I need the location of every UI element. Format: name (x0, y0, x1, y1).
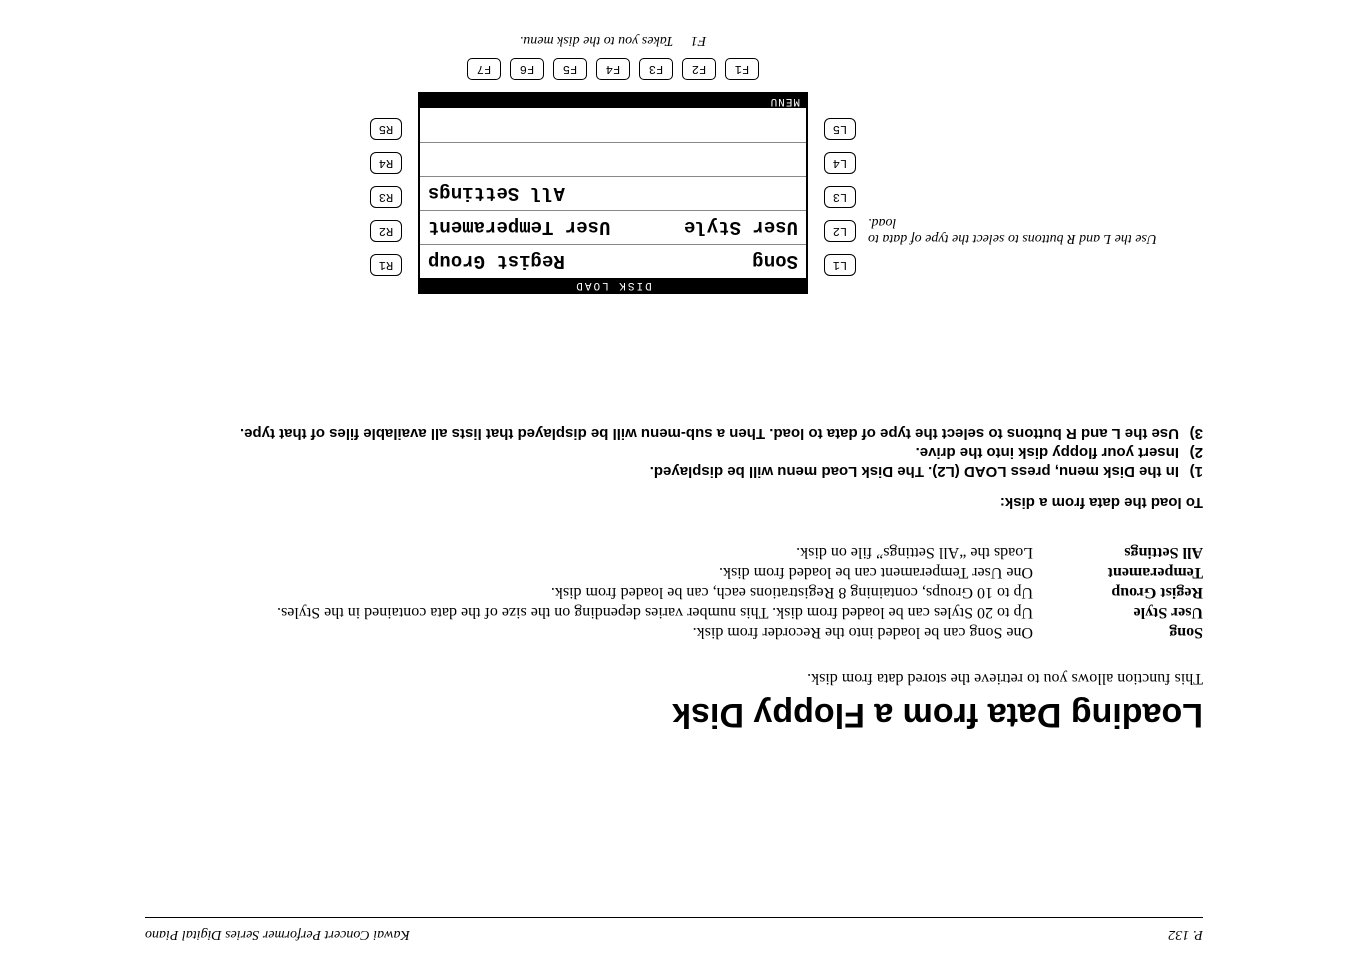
f2-button[interactable]: F2 (682, 58, 716, 80)
r3-button[interactable]: R3 (370, 186, 402, 208)
instruction-item: 3)Use the L and R buttons to select the … (145, 425, 1203, 442)
def-term: Regist Group (1033, 581, 1203, 601)
l2-button[interactable]: L2 (824, 220, 856, 242)
f-caption: F1 Takes you to the disk menu. (348, 32, 878, 48)
lcd-panel: DISK LOAD Song Regist Group User Style U… (418, 92, 808, 294)
f-caption-key: F1 (691, 33, 707, 48)
r4-button[interactable]: R4 (370, 152, 402, 174)
page-title: Loading Data from a Floppy Disk (145, 695, 1203, 734)
instruction-item: 2)Insert your floppy disk into the drive… (145, 444, 1203, 461)
f4-button[interactable]: F4 (596, 58, 630, 80)
f-caption-text: Takes you to the disk menu. (520, 33, 673, 48)
instruction-text: In the Disk menu, press LOAD (L2). The D… (650, 463, 1179, 480)
def-desc: Loads the “All Settings” file on disk. (277, 541, 1033, 561)
f1-button[interactable]: F1 (725, 58, 759, 80)
f3-button[interactable]: F3 (639, 58, 673, 80)
f6-button[interactable]: F6 (510, 58, 544, 80)
def-row: All Settings Loads the “All Settings” fi… (277, 541, 1203, 561)
l5-button[interactable]: L5 (824, 118, 856, 140)
instructions-heading: To load the data from a disk: (145, 494, 1203, 511)
r5-button[interactable]: R5 (370, 118, 402, 140)
def-desc: Up to 20 Styles can be loaded from disk.… (277, 601, 1033, 621)
l1-button[interactable]: L1 (824, 254, 856, 276)
lcd-right: Regist Group (428, 251, 565, 273)
lcd-footer: MENU (420, 94, 806, 108)
r1-button[interactable]: R1 (370, 254, 402, 276)
def-term: Song (1033, 621, 1203, 641)
def-desc: One Song can be loaded into the Recorder… (277, 621, 1033, 641)
def-term: Temperament (1033, 561, 1203, 581)
f5-button[interactable]: F5 (553, 58, 587, 80)
lcd-right: All Settings (428, 183, 565, 205)
instructions-list: 1)In the Disk menu, press LOAD (L2). The… (145, 425, 1203, 480)
l3-button[interactable]: L3 (824, 186, 856, 208)
lcd-row (420, 142, 806, 176)
def-row: Song One Song can be loaded into the Rec… (277, 621, 1203, 641)
l4-button[interactable]: L4 (824, 152, 856, 174)
def-desc: One User Temperament can be loaded from … (277, 561, 1033, 581)
lcd-row: User Style User Temperament (420, 210, 806, 244)
def-row: Regist Group Up to 10 Groups, containing… (277, 581, 1203, 601)
f-button-row: F1 F2 F3 F4 F5 F6 F7 (348, 58, 878, 80)
def-desc: Up to 10 Groups, containing 8 Registrati… (277, 581, 1033, 601)
instruction-item: 1)In the Disk menu, press LOAD (L2). The… (145, 463, 1203, 480)
lcd-left: Song (752, 251, 798, 273)
lcd-row (420, 108, 806, 142)
lcd-diagram: L1 L2 L3 L4 L5 R1 R2 R3 R4 R5 DISK LOAD … (348, 32, 878, 294)
header-rule (145, 917, 1203, 918)
def-term: All Settings (1033, 541, 1203, 561)
page-number: P. 132 (1168, 926, 1203, 942)
f7-button[interactable]: F7 (467, 58, 501, 80)
lcd-row: All Settings (420, 176, 806, 210)
intro-text: This function allows you to retrieve the… (145, 669, 1203, 687)
lcd-left: User Style (684, 217, 798, 239)
def-row: User Style Up to 20 Styles can be loaded… (277, 601, 1203, 621)
lcd-title: DISK LOAD (420, 278, 806, 292)
instruction-text: Use the L and R buttons to select the ty… (240, 425, 1179, 442)
def-row: Temperament One User Temperament can be … (277, 561, 1203, 581)
instruction-text: Insert your floppy disk into the drive. (916, 444, 1179, 461)
header-product: Kawai Concert Performer Series Digital P… (145, 926, 410, 942)
def-term: User Style (1033, 601, 1203, 621)
definition-table: Song One Song can be loaded into the Rec… (277, 541, 1203, 641)
lcd-right: User Temperament (428, 217, 610, 239)
side-caption: Use the L and R buttons to select the ty… (868, 214, 1188, 246)
lcd-row: Song Regist Group (420, 244, 806, 278)
r2-button[interactable]: R2 (370, 220, 402, 242)
